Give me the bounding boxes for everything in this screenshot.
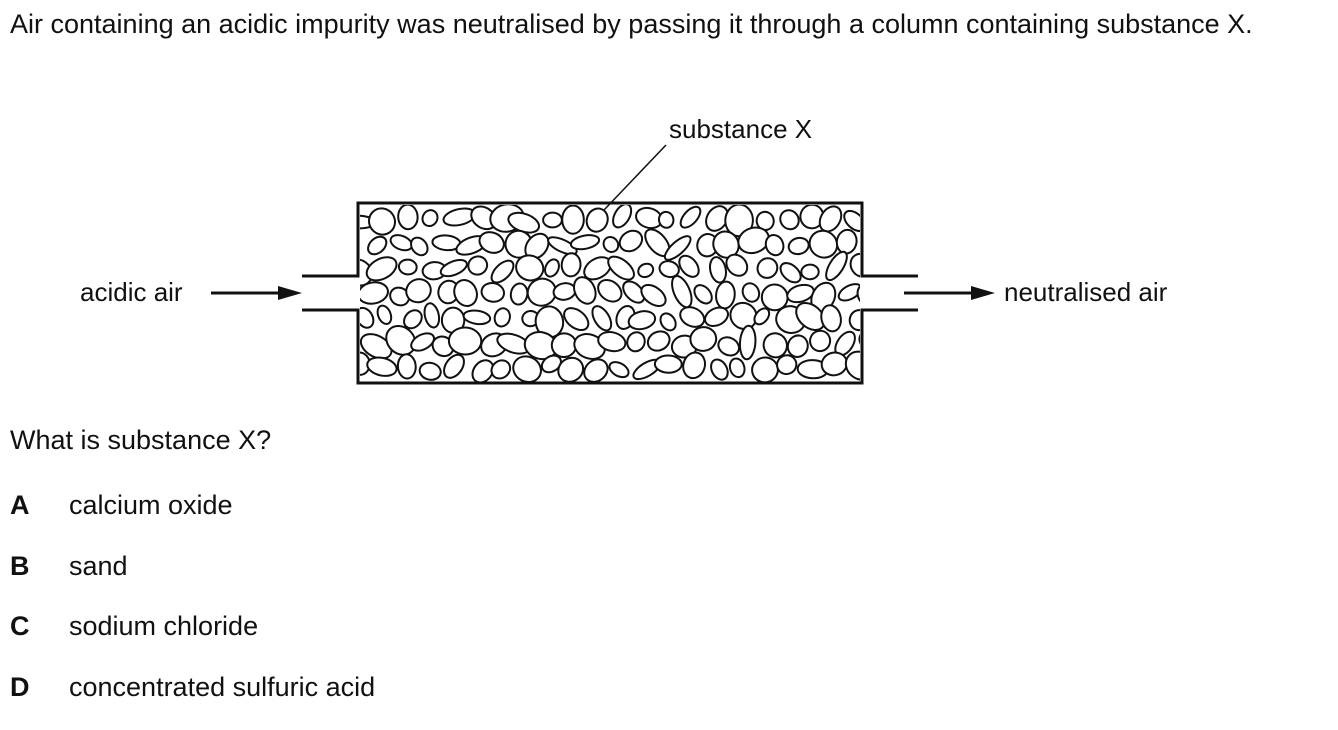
granule — [715, 334, 742, 359]
substance-leader-line — [604, 145, 666, 210]
granule — [616, 227, 646, 256]
granule — [493, 306, 512, 328]
granule — [463, 309, 491, 326]
granule — [397, 354, 416, 379]
granule — [708, 256, 728, 284]
answer-options: A calcium oxide B sand C sodium chloride… — [10, 488, 375, 730]
granule — [422, 302, 441, 329]
granule — [739, 325, 757, 360]
granule — [777, 259, 804, 286]
inlet-arrow-head — [278, 286, 302, 300]
question-prompt: What is substance X? — [10, 423, 271, 457]
granule — [604, 252, 638, 284]
option-a[interactable]: A calcium oxide — [10, 488, 375, 549]
granule — [589, 303, 615, 334]
outlet-label: neutralised air — [1004, 277, 1168, 307]
granule — [364, 203, 401, 240]
granule — [375, 304, 394, 326]
granule — [560, 304, 592, 335]
granule — [438, 257, 469, 280]
option-letter: B — [10, 549, 69, 610]
granule — [583, 205, 611, 235]
granule — [561, 253, 581, 277]
granule — [448, 327, 481, 355]
granule — [657, 311, 678, 334]
inlet-label: acidic air — [80, 277, 183, 307]
granule — [655, 355, 682, 373]
granule — [715, 281, 736, 310]
granule — [450, 277, 480, 310]
granule — [638, 281, 670, 311]
option-c[interactable]: C sodium chloride — [10, 609, 375, 670]
granule — [601, 234, 622, 255]
granule — [420, 207, 441, 228]
granule — [543, 212, 562, 227]
granule — [835, 228, 859, 255]
granule — [691, 282, 715, 307]
granule — [609, 201, 635, 230]
granule — [728, 357, 747, 379]
granule — [677, 203, 704, 231]
substance-label: substance X — [669, 114, 812, 144]
granule-packing — [340, 201, 888, 387]
granule — [542, 257, 561, 279]
granule — [488, 257, 518, 287]
granule — [801, 264, 819, 279]
option-text: sodium chloride — [69, 609, 258, 670]
granule — [465, 253, 490, 278]
granule — [607, 359, 631, 380]
granule — [740, 280, 763, 304]
granule — [509, 282, 529, 306]
granule — [408, 234, 431, 258]
granule — [636, 261, 656, 279]
granule — [787, 236, 810, 256]
granule — [365, 233, 390, 258]
granule — [708, 357, 731, 383]
option-text: calcium oxide — [69, 488, 233, 549]
granule — [562, 206, 584, 234]
option-d[interactable]: D concentrated sulfuric acid — [10, 670, 375, 730]
granule — [594, 276, 626, 306]
granule — [645, 328, 673, 355]
option-text: concentrated sulfuric acid — [69, 670, 375, 730]
granule — [398, 204, 419, 230]
granule — [552, 282, 577, 302]
granule — [625, 330, 648, 354]
granule — [570, 233, 601, 251]
granule — [418, 361, 442, 382]
granule — [776, 207, 802, 233]
granule — [753, 254, 781, 282]
option-b[interactable]: B sand — [10, 549, 375, 610]
option-letter: A — [10, 488, 69, 549]
granule — [398, 259, 417, 276]
granule — [848, 309, 869, 331]
granule — [488, 357, 514, 383]
granule — [365, 355, 398, 379]
outlet-arrow-head — [971, 286, 995, 300]
option-text: sand — [69, 549, 128, 610]
granule — [750, 355, 780, 384]
option-letter: C — [10, 609, 69, 670]
option-letter: D — [10, 670, 69, 730]
granule — [668, 273, 696, 310]
granule — [480, 281, 506, 304]
